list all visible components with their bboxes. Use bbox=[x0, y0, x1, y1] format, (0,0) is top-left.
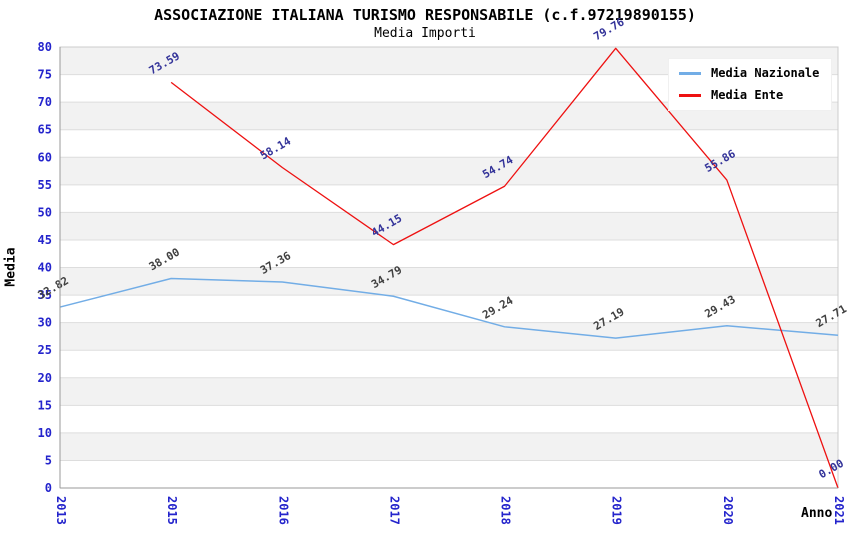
legend-label-media-ente: Media Ente bbox=[711, 88, 784, 102]
plot-band bbox=[60, 267, 838, 296]
plot-band bbox=[60, 129, 838, 158]
x-tick-label: 2013 bbox=[54, 496, 68, 525]
plot-band bbox=[60, 239, 838, 268]
y-tick-label: 60 bbox=[38, 150, 52, 164]
x-tick-label: 2021 bbox=[832, 496, 846, 525]
legend-swatch-media-ente bbox=[679, 93, 701, 97]
y-tick-label: 0 bbox=[45, 481, 52, 495]
y-tick-label: 45 bbox=[38, 233, 52, 247]
x-tick-label: 2017 bbox=[387, 496, 401, 525]
chart-title: ASSOCIAZIONE ITALIANA TURISMO RESPONSABI… bbox=[154, 6, 696, 24]
y-tick-label: 10 bbox=[38, 426, 52, 440]
plot-band bbox=[60, 432, 838, 461]
plot-band bbox=[60, 184, 838, 213]
x-tick-label: 2015 bbox=[165, 496, 179, 525]
y-tick-label: 40 bbox=[38, 261, 52, 275]
data-point-label: 79.76 bbox=[591, 15, 627, 43]
plot-band bbox=[60, 350, 838, 378]
x-axis-title: Anno bbox=[801, 506, 833, 521]
series-line-media-nazionale bbox=[59, 277, 839, 339]
y-tick-label: 75 bbox=[38, 68, 52, 82]
legend-item-media-nazionale: Media Nazionale bbox=[679, 66, 819, 80]
y-axis-title: Media bbox=[3, 247, 19, 287]
plot-band bbox=[60, 460, 838, 488]
y-tick-label: 35 bbox=[38, 288, 52, 302]
series-line-media-ente bbox=[170, 47, 839, 489]
y-tick-label: 30 bbox=[38, 316, 52, 330]
plot-band bbox=[60, 377, 838, 406]
plot-band bbox=[60, 212, 838, 240]
y-tick-label: 65 bbox=[38, 123, 52, 137]
plot-band bbox=[60, 157, 838, 185]
y-tick-label: 55 bbox=[38, 178, 52, 192]
y-tick-label: 20 bbox=[38, 371, 52, 385]
x-tick-label: 2020 bbox=[721, 496, 735, 525]
legend: Media Nazionale Media Ente bbox=[668, 58, 833, 111]
legend-swatch-media-nazionale bbox=[679, 71, 701, 75]
y-tick-label: 50 bbox=[38, 205, 52, 219]
plot-band bbox=[60, 405, 838, 433]
legend-item-media-ente: Media Ente bbox=[679, 88, 819, 102]
x-tick-label: 2016 bbox=[276, 496, 290, 525]
y-tick-label: 25 bbox=[38, 343, 52, 357]
y-tick-label: 15 bbox=[38, 398, 52, 412]
plot-band bbox=[60, 295, 838, 323]
y-tick-label: 5 bbox=[45, 453, 52, 467]
legend-label-media-nazionale: Media Nazionale bbox=[711, 66, 820, 80]
chart-subtitle: Media Importi bbox=[374, 26, 476, 41]
x-tick-label: 2019 bbox=[610, 496, 624, 525]
x-tick-label: 2018 bbox=[499, 496, 513, 525]
y-tick-label: 70 bbox=[38, 95, 52, 109]
y-tick-label: 80 bbox=[38, 40, 52, 54]
